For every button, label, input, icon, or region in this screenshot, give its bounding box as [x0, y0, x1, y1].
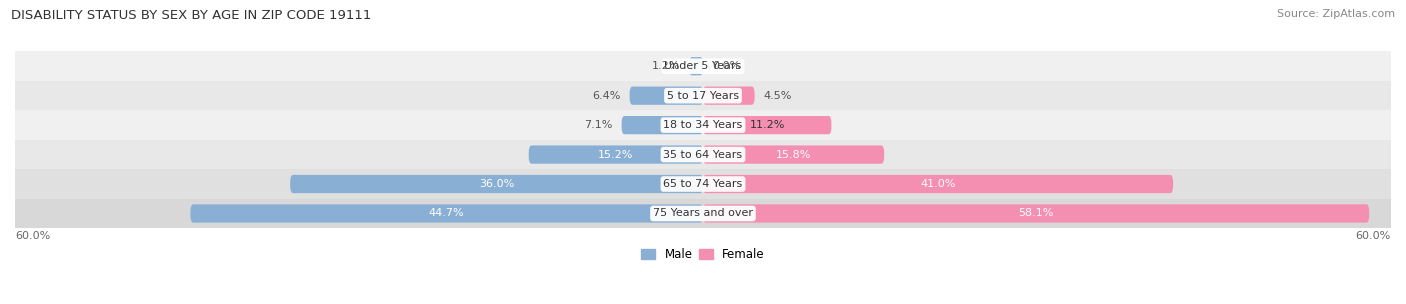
FancyBboxPatch shape	[703, 116, 831, 134]
FancyBboxPatch shape	[290, 175, 703, 193]
Bar	[15, 199, 1391, 228]
FancyBboxPatch shape	[630, 87, 703, 105]
Text: 6.4%: 6.4%	[592, 91, 620, 101]
Bar	[15, 51, 1391, 81]
Text: 11.2%: 11.2%	[749, 120, 785, 130]
FancyBboxPatch shape	[190, 204, 703, 223]
Bar	[15, 169, 1391, 199]
Text: 60.0%: 60.0%	[1355, 230, 1391, 240]
Text: 5 to 17 Years: 5 to 17 Years	[666, 91, 740, 101]
Text: 7.1%: 7.1%	[583, 120, 613, 130]
Text: 18 to 34 Years: 18 to 34 Years	[664, 120, 742, 130]
Text: 15.2%: 15.2%	[598, 150, 634, 160]
Text: 1.2%: 1.2%	[652, 61, 681, 71]
FancyBboxPatch shape	[621, 116, 703, 134]
Text: 44.7%: 44.7%	[429, 209, 464, 219]
Legend: Male, Female: Male, Female	[641, 248, 765, 261]
FancyBboxPatch shape	[529, 145, 703, 164]
Text: 58.1%: 58.1%	[1018, 209, 1053, 219]
Text: Under 5 Years: Under 5 Years	[665, 61, 741, 71]
FancyBboxPatch shape	[703, 87, 755, 105]
FancyBboxPatch shape	[703, 204, 1369, 223]
Text: 35 to 64 Years: 35 to 64 Years	[664, 150, 742, 160]
Text: Source: ZipAtlas.com: Source: ZipAtlas.com	[1277, 9, 1395, 19]
Text: DISABILITY STATUS BY SEX BY AGE IN ZIP CODE 19111: DISABILITY STATUS BY SEX BY AGE IN ZIP C…	[11, 9, 371, 22]
Text: 75 Years and over: 75 Years and over	[652, 209, 754, 219]
FancyBboxPatch shape	[703, 175, 1173, 193]
Text: 36.0%: 36.0%	[479, 179, 515, 189]
FancyBboxPatch shape	[703, 145, 884, 164]
FancyBboxPatch shape	[689, 57, 703, 75]
Text: 60.0%: 60.0%	[15, 230, 51, 240]
Bar	[15, 140, 1391, 169]
Text: 0.0%: 0.0%	[713, 61, 741, 71]
Text: 65 to 74 Years: 65 to 74 Years	[664, 179, 742, 189]
Bar	[15, 81, 1391, 110]
Text: 15.8%: 15.8%	[776, 150, 811, 160]
Text: 4.5%: 4.5%	[763, 91, 792, 101]
Text: 41.0%: 41.0%	[921, 179, 956, 189]
Bar	[15, 110, 1391, 140]
